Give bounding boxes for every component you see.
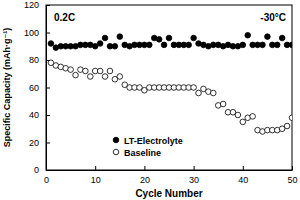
- point: [284, 123, 290, 129]
- tick-mark: [46, 115, 50, 116]
- chart: 0 10 20 30 40 50 0 20 40 60 80 100 120 Cycle Number Sp…: [0, 0, 300, 200]
- tick-mark: [46, 143, 50, 144]
- point: [107, 68, 113, 74]
- tick-label: 40: [238, 175, 248, 185]
- tick-label: 0: [34, 165, 39, 175]
- point: [240, 119, 246, 125]
- point: [245, 32, 251, 38]
- point: [260, 42, 266, 48]
- point: [289, 115, 292, 121]
- point: [156, 37, 162, 43]
- tick: 100: [24, 28, 50, 38]
- tick: 120: [24, 0, 50, 10]
- tick-label: 40: [29, 110, 39, 120]
- tick-label: 0: [44, 175, 49, 185]
- tick: 40: [238, 166, 248, 185]
- point: [73, 72, 79, 78]
- axis-line: [47, 170, 293, 171]
- tick-label: 50: [287, 175, 297, 185]
- point: [166, 35, 172, 41]
- annotation: -30°C: [260, 12, 286, 23]
- y-axis: 0 20 40 60 80 100 120: [24, 0, 50, 175]
- point: [87, 74, 93, 80]
- plot-frame: [46, 5, 292, 170]
- tick-mark: [46, 88, 50, 89]
- point: [112, 43, 118, 49]
- point: [191, 35, 197, 41]
- point: [83, 68, 89, 74]
- point: [117, 74, 123, 80]
- tick: 60: [29, 83, 50, 93]
- point: [220, 101, 226, 107]
- point: [147, 42, 153, 48]
- tick: 20: [140, 166, 150, 185]
- tick-label: 120: [24, 0, 39, 10]
- series: [48, 32, 292, 50]
- legend-label: Baseline: [124, 148, 161, 158]
- point: [68, 67, 74, 73]
- point: [240, 42, 246, 48]
- tick: 20: [29, 138, 50, 148]
- point: [161, 42, 167, 48]
- point: [117, 34, 123, 40]
- legend: LT-Electrolyte Baseline: [113, 136, 183, 158]
- point: [102, 35, 108, 41]
- point: [274, 42, 280, 48]
- legend-label: LT-Electrolyte: [124, 136, 183, 146]
- tick-label: 80: [29, 55, 39, 65]
- point: [279, 35, 285, 41]
- point: [186, 42, 192, 48]
- series: [48, 60, 292, 134]
- point: [289, 42, 292, 48]
- tick: 0: [34, 165, 50, 175]
- point: [196, 90, 202, 96]
- tick: 40: [29, 110, 50, 120]
- x-axis: 0 10 20 30 40 50: [44, 166, 298, 185]
- x-axis-title: Cycle Number: [135, 188, 202, 199]
- point: [97, 68, 103, 74]
- tick-label: 20: [140, 175, 150, 185]
- tick: 10: [91, 166, 101, 185]
- tick-mark: [46, 5, 50, 6]
- tick-mark: [243, 166, 244, 170]
- tick-label: 100: [24, 28, 39, 38]
- point: [235, 112, 241, 118]
- point: [210, 90, 216, 96]
- tick-label: 20: [29, 138, 39, 148]
- tick-mark: [46, 170, 50, 171]
- point: [102, 74, 108, 80]
- point: [265, 34, 271, 40]
- tick-mark: [95, 166, 96, 170]
- tick-mark: [144, 166, 145, 170]
- legend-marker: [113, 149, 119, 155]
- tick: 50: [287, 166, 297, 185]
- tick: 30: [189, 166, 199, 185]
- tick-label: 30: [189, 175, 199, 185]
- y-axis-title: Specific Capacity (mAh·g⁻¹): [2, 28, 12, 147]
- tick-mark: [194, 166, 195, 170]
- point: [48, 41, 54, 47]
- point: [250, 114, 256, 120]
- tick-mark: [46, 33, 50, 34]
- tick-label: 60: [29, 83, 39, 93]
- point: [191, 85, 197, 91]
- tick: 80: [29, 55, 50, 65]
- legend-marker: [113, 137, 119, 143]
- tick-label: 10: [91, 175, 101, 185]
- plot-area: [48, 32, 292, 134]
- annotation: 0.2C: [54, 12, 75, 23]
- point: [97, 41, 103, 47]
- tick-mark: [292, 166, 293, 170]
